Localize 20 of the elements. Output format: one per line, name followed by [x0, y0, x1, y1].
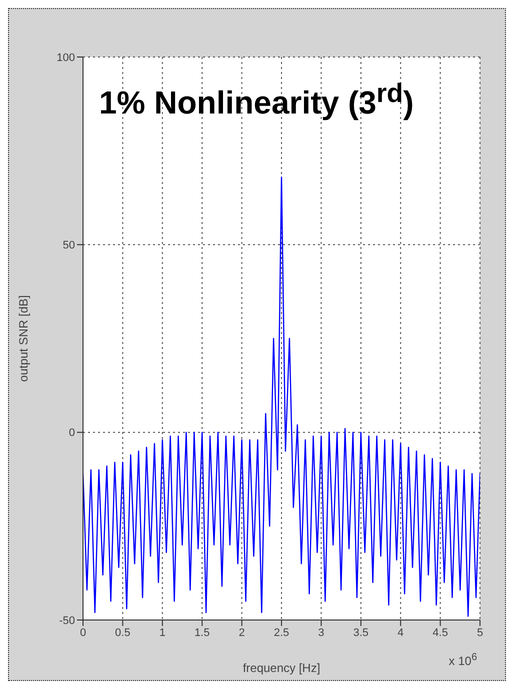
x-tick-label: 2.5: [274, 626, 290, 639]
x-tick-label: 4.5: [432, 626, 448, 639]
text: 1% Nonlinearity (3$^{rd}$): [99, 77, 414, 122]
y-tick-label: 100: [56, 52, 75, 64]
y-tick-label: -50: [59, 614, 75, 627]
y-tick-label: 0: [68, 427, 75, 440]
x-tick-label: 3: [318, 626, 324, 639]
y-tick-label: 50: [62, 240, 75, 252]
text: x 10$^{6}$: [448, 652, 477, 668]
x-tick-label: 2: [238, 626, 245, 639]
x-tick-label: 5: [476, 626, 484, 639]
x-tick-label: 1.5: [194, 626, 210, 639]
x-tick-label: 3.5: [353, 626, 369, 639]
x-tick-label: 0: [80, 626, 86, 639]
x-tick-label: 1: [159, 626, 166, 639]
y-axis-title: output SNR [dB]: [16, 295, 30, 382]
x-tick-label: 0.5: [115, 626, 130, 639]
x-tick-label: 4: [398, 626, 404, 639]
x-axis-title: frequency [Hz]: [242, 661, 320, 675]
line-series: [83, 176, 480, 617]
